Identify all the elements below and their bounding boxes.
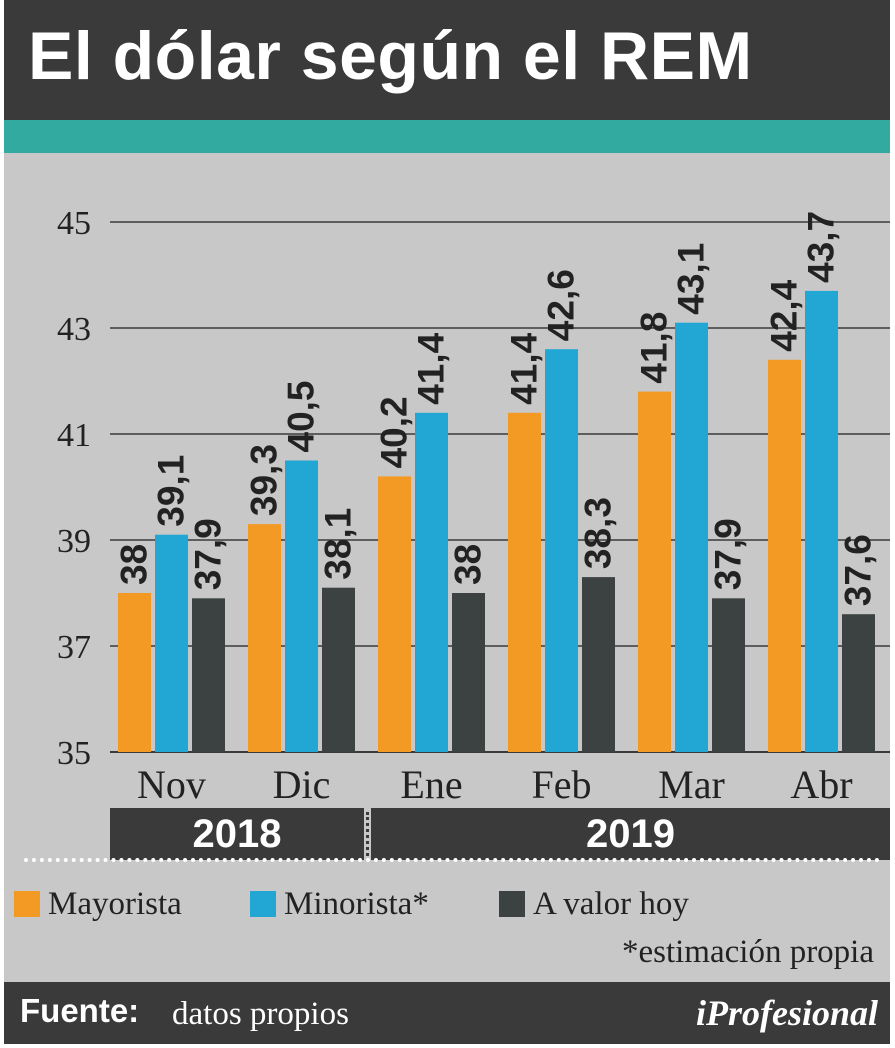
title-bar: El dólar según el REM [4,0,890,120]
bar [712,598,745,752]
legend-label: Minorista* [284,885,429,922]
data-label: 39,1 [151,455,192,527]
data-label: 43,1 [671,243,712,315]
bar [415,412,448,752]
bar [118,593,151,752]
legend-swatch-valor-hoy [499,891,525,917]
brand-logo: iProfesional [695,993,878,1033]
bar [545,349,578,752]
legend-label: Mayorista [48,885,182,922]
chart-title: El dólar según el REM [28,18,753,94]
data-label: 40,2 [374,396,415,468]
bar [452,593,485,752]
legend-swatch-mayorista [14,891,40,917]
y-tick-label: 43 [57,311,91,348]
bar [285,460,318,752]
footer: Fuente: datos propios iProfesional [4,982,890,1044]
legend-note: *estimación propia [621,934,874,970]
data-label: 37,9 [188,518,229,590]
data-label: 38,1 [318,508,359,580]
data-label: 39,3 [244,444,285,516]
legend-label: A valor hoy [533,885,689,922]
year-label-2019: 2019 [371,808,890,860]
bar [768,359,801,752]
infographic: El dólar según el REM 35 37 39 41 43 45 38 39,1… [4,0,890,1044]
data-label: 38 [448,544,489,585]
x-tick-label: Nov [137,762,206,800]
data-label: 42,4 [764,279,805,351]
bar [638,391,671,752]
data-label: 37,6 [838,534,879,606]
bar [508,412,541,752]
y-tick-label: 39 [57,523,91,560]
data-label: 37,9 [708,518,749,590]
bar [805,290,838,752]
dotted-divider [24,858,880,862]
legend-swatch-minorista [250,891,276,917]
data-label: 40,5 [281,380,322,452]
data-label: 38,3 [578,497,619,569]
x-tick-label: Abr [790,762,852,800]
bar [322,587,355,752]
data-label: 43,7 [801,211,842,283]
x-tick-label: Dic [273,762,331,800]
legend-item-valor-hoy: A valor hoy [499,884,689,924]
y-tick-label: 35 [57,735,91,772]
legend-item-minorista: Minorista* [250,884,429,924]
data-label: 38 [114,544,155,585]
data-label: 41,4 [504,332,545,404]
data-label: 41,8 [634,312,675,384]
bar [582,577,615,752]
x-tick-label: Mar [658,762,725,800]
source-text: datos propios [172,996,349,1032]
y-tick-label: 37 [57,629,91,666]
legend-item-mayorista: Mayorista [14,884,182,924]
bar [155,534,188,752]
data-label: 41,4 [411,332,452,404]
y-tick-label: 41 [57,417,91,454]
year-label-2018: 2018 [110,808,364,860]
bar [378,476,411,752]
x-tick-label: Ene [400,762,462,800]
bar-chart: 3537394143453839,137,9Nov39,340,538,1Dic… [57,205,890,800]
y-tick-label: 45 [57,205,91,242]
x-tick-label: Feb [532,762,592,800]
bar [842,614,875,752]
year-separator-dots [366,812,369,856]
accent-stripe [4,120,890,153]
bar [248,524,281,752]
source-label: Fuente: [20,992,140,1029]
bar [675,322,708,752]
bar [192,598,225,752]
data-label: 42,6 [541,269,582,341]
